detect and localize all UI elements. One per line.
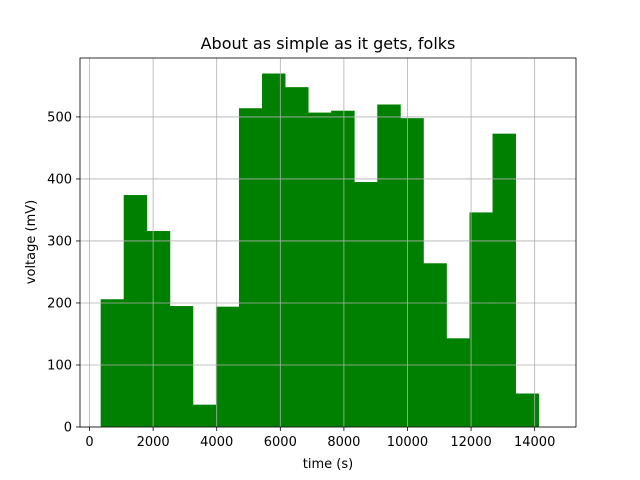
axes-frame [79, 57, 577, 428]
histogram-bar [331, 110, 355, 427]
histogram-bar [123, 195, 148, 427]
plot-frame [79, 57, 577, 428]
histogram-bar [308, 112, 332, 427]
histogram-bar [192, 404, 217, 427]
bars-group [100, 73, 540, 428]
histogram-bar [285, 87, 309, 428]
histogram-bar [146, 231, 171, 427]
y-tick-label: 500 [47, 110, 72, 125]
histogram-bar [377, 104, 401, 427]
histogram-bar [262, 73, 286, 427]
histogram-bar [469, 212, 493, 427]
chart-title: About as simple as it gets, folks [201, 34, 456, 53]
y-axis-label: voltage (mV) [24, 200, 39, 284]
x-tick-label: 14000 [514, 435, 555, 450]
x-tick-label: 12000 [450, 435, 491, 450]
x-tick-label: 4000 [200, 435, 233, 450]
y-tick-label: 200 [47, 296, 72, 311]
y-tick-label: 400 [47, 172, 72, 187]
x-tick-label: 6000 [264, 435, 297, 450]
y-tick-label: 0 [64, 421, 72, 436]
histogram-bar [169, 306, 194, 427]
histogram-bar [400, 118, 424, 427]
histogram-bar [492, 133, 516, 427]
histogram-bar [446, 338, 470, 427]
histogram-bar [238, 108, 263, 427]
x-tick-label: 10000 [387, 435, 428, 450]
x-axis-label: time (s) [303, 457, 353, 472]
ticks-group: 0 2000 4000 6000 8000 10000 12000 14000 0 100 200 3… [47, 110, 555, 450]
y-tick-label: 100 [47, 358, 72, 373]
histogram-bar [515, 393, 540, 427]
x-tick-label: 0 [85, 435, 93, 450]
histogram-bar [423, 263, 447, 427]
x-tick-label: 8000 [327, 435, 360, 450]
histogram-bar [215, 306, 240, 427]
histogram-bar [354, 182, 378, 427]
y-tick-label: 300 [47, 234, 72, 249]
histogram-bar [100, 299, 125, 427]
grid-group [80, 58, 576, 428]
x-tick-label: 2000 [137, 435, 170, 450]
